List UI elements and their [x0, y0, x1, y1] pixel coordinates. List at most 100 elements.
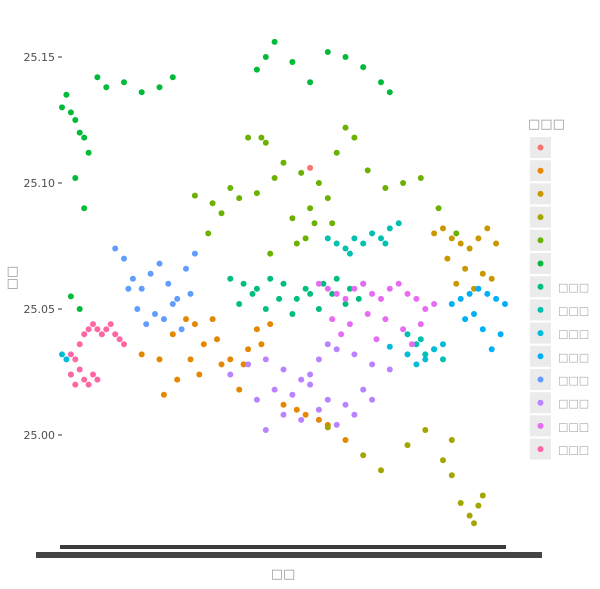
y-tick-label: 25.15	[24, 51, 56, 64]
data-point	[488, 346, 495, 353]
data-point	[134, 306, 141, 312]
data-point	[236, 195, 243, 202]
data-point	[329, 290, 336, 297]
data-point	[466, 512, 473, 519]
data-point	[85, 149, 92, 156]
data-point	[249, 290, 256, 297]
data-point	[227, 185, 234, 191]
data-point	[236, 301, 243, 307]
data-point	[471, 285, 477, 292]
data-point	[121, 79, 127, 86]
data-point	[382, 316, 389, 323]
data-point	[253, 190, 260, 197]
data-point	[360, 386, 367, 393]
data-point	[417, 321, 424, 328]
data-point	[187, 290, 194, 297]
data-point	[307, 205, 314, 212]
data-point	[475, 502, 482, 509]
data-point	[67, 293, 74, 300]
data-point	[351, 235, 358, 242]
data-point	[59, 351, 65, 358]
data-point	[315, 416, 322, 423]
legend-label: □□□	[558, 444, 589, 457]
data-point	[386, 366, 393, 373]
data-point	[85, 381, 92, 388]
legend-title: □□□	[528, 117, 565, 132]
data-point	[448, 437, 455, 443]
data-point	[253, 396, 260, 403]
data-point	[63, 356, 70, 363]
data-point	[143, 321, 150, 328]
data-point	[90, 321, 96, 328]
data-point	[386, 89, 393, 96]
data-point	[156, 356, 163, 363]
data-point	[298, 169, 305, 176]
data-point	[484, 290, 491, 297]
data-point	[360, 452, 367, 459]
data-point	[440, 341, 446, 348]
data-point	[351, 411, 358, 418]
data-point	[253, 285, 260, 292]
data-point	[94, 376, 101, 383]
legend-key-dot	[537, 237, 544, 244]
data-point	[72, 356, 79, 363]
data-point	[342, 437, 349, 443]
data-point	[112, 331, 119, 338]
data-point	[475, 235, 482, 242]
data-point	[218, 361, 225, 368]
data-point	[422, 356, 429, 363]
data-point	[417, 336, 424, 343]
data-point	[138, 285, 145, 292]
data-point	[488, 275, 495, 282]
legend-key-dot	[537, 190, 544, 197]
data-point	[298, 376, 305, 383]
legend-key-dot	[537, 306, 544, 313]
data-point	[165, 280, 172, 287]
data-point	[440, 225, 446, 232]
data-point	[502, 301, 508, 307]
data-point	[448, 472, 455, 479]
legend-label: □□□	[558, 281, 589, 294]
data-point	[253, 326, 260, 333]
data-point	[245, 346, 252, 353]
data-point	[85, 326, 92, 333]
data-point	[475, 285, 482, 292]
data-point	[386, 225, 393, 232]
data-point	[346, 285, 353, 292]
data-point	[378, 467, 384, 474]
legend-label: □□□	[558, 420, 589, 433]
data-point	[302, 411, 309, 418]
data-point	[187, 356, 194, 363]
x-tick-label-band-upper	[60, 545, 506, 549]
data-point	[315, 406, 322, 413]
data-point	[293, 240, 300, 247]
data-point	[351, 285, 358, 292]
data-point	[121, 341, 127, 348]
data-point	[227, 275, 234, 282]
data-point	[307, 371, 314, 378]
data-point	[262, 427, 269, 433]
data-point	[227, 371, 234, 378]
data-point	[289, 311, 296, 317]
legend-key-dot	[537, 446, 544, 453]
data-point	[342, 301, 349, 307]
data-point	[346, 321, 353, 328]
data-point	[364, 167, 371, 174]
legend-key-dot	[537, 260, 544, 267]
data-point	[333, 346, 340, 353]
data-point	[169, 331, 176, 338]
data-point	[63, 91, 70, 98]
legend: □□□ □□□ □□□ □□□ □□□ □□□ □□□ □□□ □□□	[528, 117, 589, 460]
data-point	[253, 66, 260, 73]
data-point	[338, 331, 345, 338]
data-point	[160, 316, 167, 323]
data-point	[369, 290, 376, 297]
data-point	[466, 290, 473, 297]
data-point	[76, 129, 83, 136]
data-point	[262, 356, 269, 363]
legend-key-dot	[537, 283, 544, 290]
data-point	[72, 381, 79, 388]
data-point	[289, 215, 296, 222]
data-point	[311, 220, 318, 227]
data-point	[355, 295, 362, 302]
